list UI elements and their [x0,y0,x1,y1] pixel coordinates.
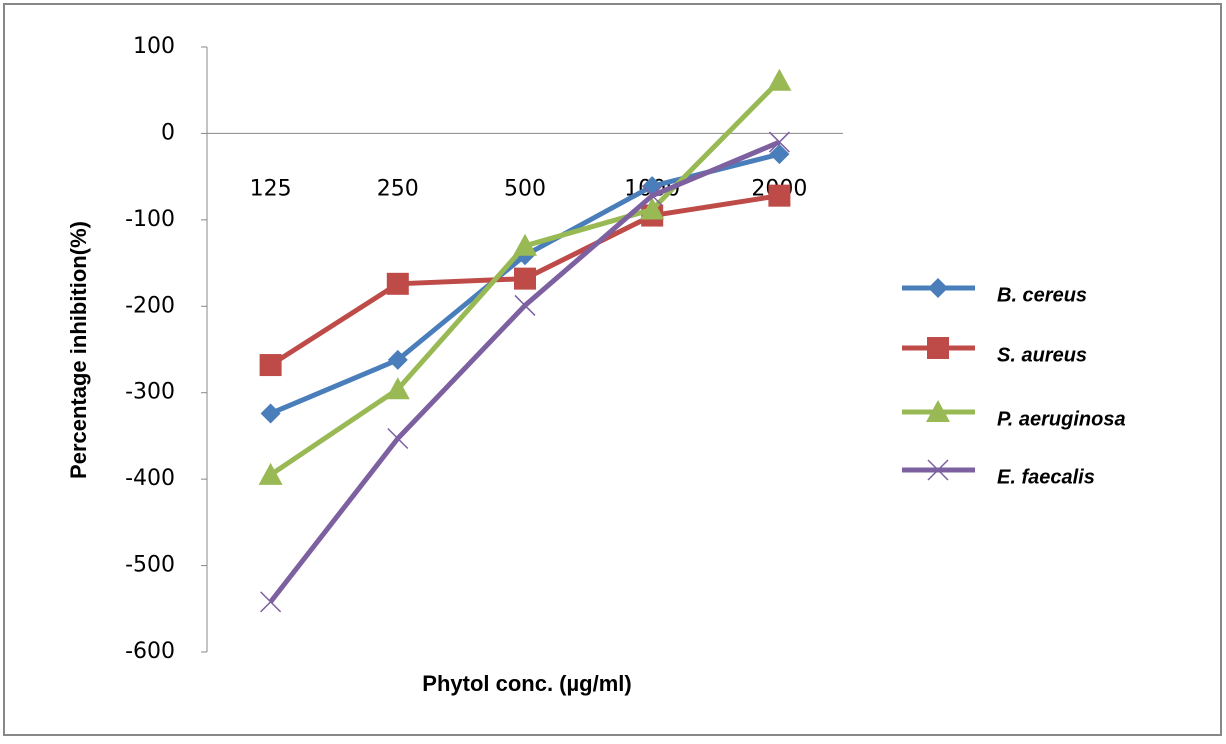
data-point [768,184,791,207]
data-point [387,349,408,370]
data-point [260,403,281,424]
data-point [768,131,790,153]
data-point [514,294,536,316]
data-point [769,144,790,165]
x-tick-label: 500 [504,176,546,201]
y-tick-label: 0 [161,120,175,145]
y-tick-label: -300 [125,380,175,405]
data-point [640,197,665,220]
data-point [258,462,283,485]
data-point [386,272,409,295]
legend-label: B. cereus [997,284,1087,306]
data-point [513,233,537,256]
y-tick-label: -200 [125,293,175,318]
data-point [767,68,792,91]
data-point [641,185,663,207]
legend-marker [927,337,949,359]
y-tick-label: -100 [125,207,175,232]
y-tick-label: -500 [125,553,175,578]
data-point [260,591,282,613]
y-axis-title: Percentage inhibition(%) [66,221,91,479]
y-tick-label: 100 [133,34,175,59]
y-tick-label: -400 [125,466,175,491]
legend-label: E. faecalis [997,466,1095,488]
data-point [387,427,409,450]
data-point [514,267,536,290]
legend-label: P. aeruginosa [997,408,1126,430]
legend-marker [927,459,949,481]
legend-label: S. aureus [997,344,1087,366]
legend-marker [928,278,948,298]
data-point [385,377,410,400]
legend-marker [926,400,950,422]
data-point [259,354,282,377]
chart-frame [3,3,1222,736]
x-axis-title: Phytol conc. (µg/ml) [422,671,631,696]
x-tick-label: 125 [250,176,292,201]
x-tick-label: 250 [377,176,419,201]
y-tick-label: -600 [125,639,175,664]
